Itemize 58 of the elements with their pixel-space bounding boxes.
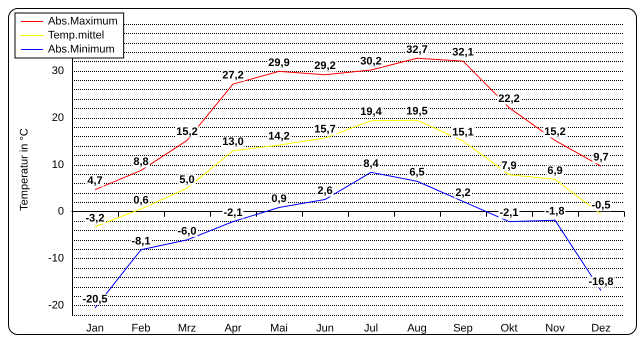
data-label: 15,1 bbox=[452, 126, 474, 138]
data-label: 15,7 bbox=[314, 124, 336, 136]
data-label: 19,5 bbox=[406, 106, 428, 118]
x-tick-label: Mai bbox=[270, 322, 288, 334]
x-tick-label: Jan bbox=[86, 322, 104, 334]
data-label: 30,2 bbox=[360, 55, 382, 68]
x-tick-label: Okt bbox=[500, 322, 518, 334]
data-label: -20,5 bbox=[82, 293, 108, 306]
x-tick-label: Feb bbox=[132, 322, 150, 334]
data-label: 13,0 bbox=[222, 136, 244, 148]
data-label: 15,2 bbox=[544, 126, 566, 138]
x-tick-label: Jun bbox=[316, 322, 334, 334]
data-label: 8,4 bbox=[363, 158, 380, 170]
data-label: -2,1 bbox=[500, 207, 518, 220]
data-label: 19,4 bbox=[360, 106, 383, 118]
data-label: 9,7 bbox=[593, 152, 609, 164]
data-label: 14,2 bbox=[268, 130, 290, 143]
x-tick-label: Dez bbox=[591, 322, 611, 334]
data-label: -1,8 bbox=[546, 206, 564, 218]
data-label: 32,1 bbox=[452, 46, 474, 59]
y-tick-label: -10 bbox=[48, 252, 64, 265]
data-label: 8,8 bbox=[133, 156, 149, 168]
data-label: 15,2 bbox=[176, 126, 198, 138]
x-tick-label: Mrz bbox=[178, 322, 196, 334]
data-label: 0,9 bbox=[271, 193, 287, 206]
y-tick-label: 0 bbox=[58, 206, 64, 218]
y-tick-label: 10 bbox=[52, 158, 64, 171]
x-tick-label: Jul bbox=[364, 322, 378, 334]
data-label: 5,0 bbox=[179, 174, 195, 186]
data-label: 7,9 bbox=[501, 160, 517, 172]
data-label: 6,5 bbox=[409, 166, 425, 179]
data-label: 22,2 bbox=[498, 93, 520, 106]
data-label: 29,9 bbox=[268, 56, 290, 69]
y-tick-label: 20 bbox=[52, 112, 64, 124]
data-label: 6,9 bbox=[547, 164, 563, 177]
legend-label: Abs.Maximum bbox=[48, 16, 118, 28]
legend-label: Abs.Minimum bbox=[48, 44, 115, 56]
x-tick-label: Sep bbox=[453, 322, 473, 334]
x-tick-label: Apr bbox=[224, 322, 242, 334]
data-label: -0,5 bbox=[592, 200, 610, 212]
data-label: 27,2 bbox=[222, 70, 244, 82]
x-tick-label: Aug bbox=[407, 322, 427, 334]
data-label: -6,0 bbox=[178, 225, 196, 238]
data-label: -2,1 bbox=[224, 207, 242, 220]
data-label: -3,2 bbox=[86, 212, 104, 224]
data-label: 2,2 bbox=[455, 186, 471, 199]
legend-label: Temp.mittel bbox=[48, 30, 104, 42]
x-tick-label: Nov bbox=[545, 322, 566, 334]
data-label: 2,6 bbox=[317, 185, 333, 198]
data-label: 29,2 bbox=[314, 60, 336, 72]
data-label: -16,8 bbox=[588, 276, 614, 288]
data-label: 4,7 bbox=[87, 175, 103, 188]
y-axis-title: Temperatur in °C bbox=[18, 128, 30, 211]
y-tick-label: -20 bbox=[48, 300, 64, 312]
data-label: 0,6 bbox=[133, 194, 149, 206]
data-label: 32,7 bbox=[406, 44, 428, 56]
data-label: -8,1 bbox=[132, 235, 150, 248]
y-tick-label: 30 bbox=[52, 64, 64, 77]
